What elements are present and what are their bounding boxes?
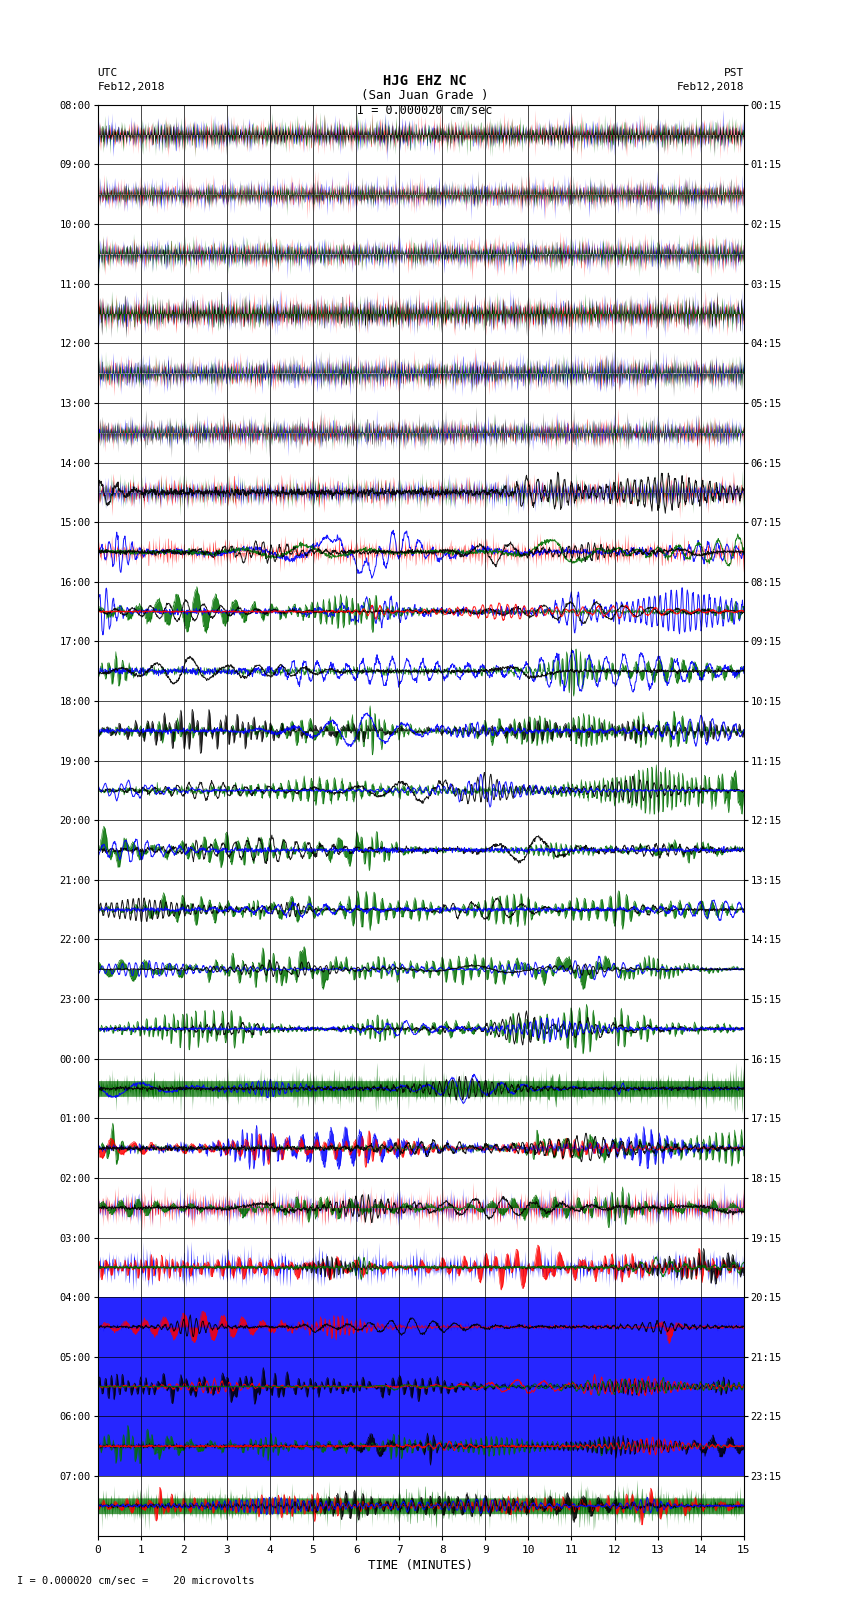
Text: (San Juan Grade ): (San Juan Grade ) — [361, 89, 489, 102]
Text: Feb12,2018: Feb12,2018 — [98, 82, 165, 92]
Text: I = 0.000020 cm/sec =    20 microvolts: I = 0.000020 cm/sec = 20 microvolts — [17, 1576, 254, 1586]
Text: UTC: UTC — [98, 68, 118, 77]
Text: HJG EHZ NC: HJG EHZ NC — [383, 74, 467, 87]
X-axis label: TIME (MINUTES): TIME (MINUTES) — [368, 1558, 473, 1571]
Text: PST: PST — [723, 68, 744, 77]
Text: I = 0.000020 cm/sec: I = 0.000020 cm/sec — [357, 103, 493, 116]
Text: Feb12,2018: Feb12,2018 — [677, 82, 744, 92]
